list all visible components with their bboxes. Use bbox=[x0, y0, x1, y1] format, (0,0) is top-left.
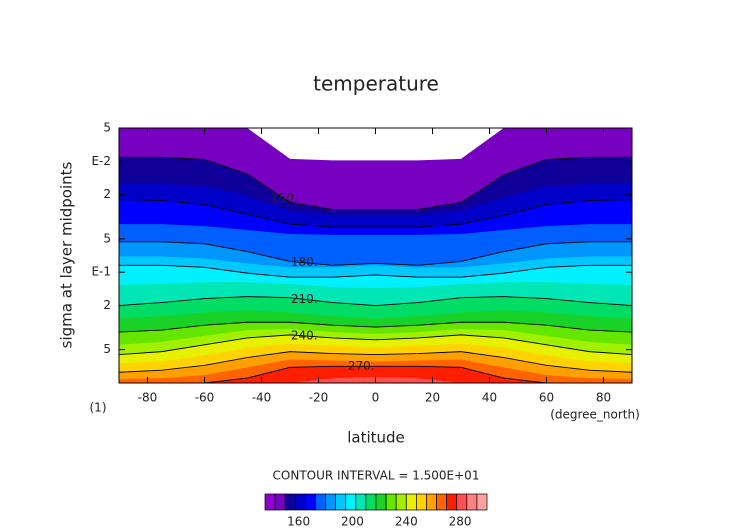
y-tick-label: 2 bbox=[103, 187, 111, 201]
colorbar-box bbox=[466, 493, 478, 511]
x-tick-label: 20 bbox=[425, 391, 440, 405]
colorbar-box bbox=[436, 493, 447, 511]
colorbar-box bbox=[405, 493, 417, 511]
contour-line bbox=[118, 296, 633, 306]
colorbar-box bbox=[294, 493, 306, 511]
contour-label: 240. bbox=[291, 328, 318, 342]
colorbar-box bbox=[284, 493, 296, 511]
colorbar-tick-label: 240 bbox=[395, 515, 418, 529]
contour-line bbox=[118, 321, 633, 333]
contour-interval: CONTOUR INTERVAL = 1.500E+01 bbox=[273, 469, 480, 483]
x-tick-label: -20 bbox=[309, 391, 329, 405]
colorbar-box bbox=[365, 493, 377, 511]
colorbar-box bbox=[305, 493, 316, 511]
y-tick-label: 5 bbox=[103, 231, 111, 245]
x-tick-label: 60 bbox=[539, 391, 554, 405]
x-axis-label: latitude bbox=[347, 429, 405, 447]
colorbar-box bbox=[325, 493, 336, 511]
contour-line bbox=[118, 351, 633, 373]
colorbar-box bbox=[426, 493, 437, 511]
x-tick-label: 80 bbox=[596, 391, 611, 405]
colorbar-box bbox=[476, 493, 488, 511]
x-tick-label: -60 bbox=[195, 391, 215, 405]
contour-label: 150. bbox=[271, 191, 298, 205]
contour-line bbox=[119, 241, 632, 266]
x-tick-label: 0 bbox=[372, 391, 380, 405]
contour-fill bbox=[119, 366, 632, 383]
y-axis-label: sigma at layer midpoints bbox=[58, 161, 76, 348]
x-unit: (degree_north) bbox=[550, 408, 640, 422]
contour-line bbox=[118, 334, 633, 356]
y-tick-label: E-2 bbox=[91, 154, 111, 168]
contour-label: 270. bbox=[348, 359, 375, 373]
contour-label: 180. bbox=[291, 255, 318, 269]
contour-line bbox=[119, 156, 632, 210]
y-tick-label: 2 bbox=[103, 298, 111, 312]
contour-line bbox=[118, 199, 633, 228]
colorbar-box bbox=[375, 493, 387, 511]
colorbar-box bbox=[446, 493, 458, 511]
y-tick-label: 5 bbox=[103, 342, 111, 356]
colorbar-box bbox=[335, 493, 347, 511]
colorbar-box bbox=[315, 493, 326, 511]
y-unit: (1) bbox=[90, 401, 107, 415]
colorbar-box bbox=[385, 493, 397, 511]
colorbar-box bbox=[274, 493, 286, 511]
contour-label: 210. bbox=[291, 292, 318, 306]
colorbar-box bbox=[355, 493, 367, 511]
y-tick-label: 5 bbox=[103, 121, 111, 135]
x-tick-label: -40 bbox=[252, 391, 272, 405]
colorbar-box bbox=[456, 493, 468, 511]
colorbar-tick-label: 200 bbox=[341, 515, 364, 529]
y-tick-label: E-1 bbox=[91, 265, 111, 279]
chart-title: temperature bbox=[313, 72, 439, 96]
colorbar-tick-label: 160 bbox=[287, 515, 310, 529]
contour-line bbox=[119, 264, 632, 278]
colorbar-box bbox=[395, 493, 407, 511]
colorbar-box bbox=[416, 493, 427, 511]
colorbar-tick-label: 280 bbox=[449, 515, 472, 529]
x-tick-label: 40 bbox=[482, 391, 497, 405]
colorbar-box bbox=[264, 493, 276, 511]
colorbar-box bbox=[345, 493, 357, 511]
x-tick-label: -80 bbox=[138, 391, 158, 405]
